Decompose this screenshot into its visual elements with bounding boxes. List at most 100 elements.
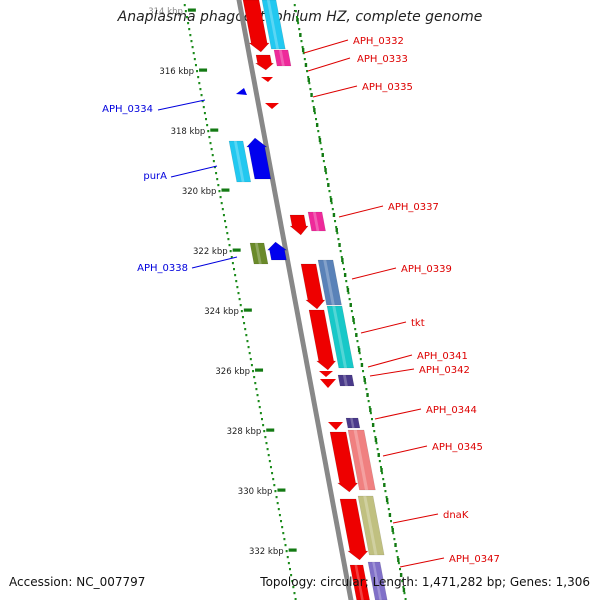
tick-dot: [224, 220, 227, 223]
APH_0344-product: [345, 417, 361, 429]
backbone-group: [236, 0, 354, 600]
tick-dot: [254, 382, 257, 385]
outer-dash: [296, 18, 299, 22]
tick-dot: [277, 508, 280, 511]
tick-dot: [404, 598, 407, 600]
tick-dot: [196, 70, 199, 73]
gene-dnaK-arrow: [339, 498, 369, 561]
tick-dot: [198, 82, 201, 85]
tick-dot: [229, 250, 232, 253]
tick-dot: [313, 112, 316, 115]
tick-dot: [190, 40, 193, 43]
tick-dot: [267, 454, 270, 457]
tick-dot: [318, 136, 321, 139]
tick-dot: [202, 106, 205, 109]
gene-label-reverse: APH_0345: [382, 442, 483, 457]
gene-APH_0344-arrow: [328, 422, 343, 430]
gene-label-text: APH_0347: [449, 554, 500, 565]
tick-dot: [351, 316, 354, 319]
gene-label-leader: [338, 205, 384, 218]
tick-dot: [381, 472, 384, 475]
gene-label-text: APH_0344: [426, 405, 477, 416]
APH_0342-product-shade: [342, 375, 348, 386]
inner-dot-ring: [183, 4, 297, 600]
kbp-tick-label: 324 kbp: [204, 307, 239, 317]
tick-dot: [241, 316, 244, 319]
tick-dot: [185, 16, 188, 19]
tick-dot: [275, 496, 278, 499]
outer-dash: [397, 558, 400, 562]
kbp-tick-mark: [255, 368, 264, 372]
feature-group: [228, 0, 388, 600]
gene-APH_0332-arrow: [242, 0, 270, 53]
tick-dot: [384, 490, 387, 493]
tick-dot: [262, 424, 265, 427]
tick-dot: [234, 274, 237, 277]
tick-dot: [283, 538, 286, 541]
tick-dot: [235, 280, 238, 283]
tick-dot: [216, 178, 219, 181]
gene-label-text: APH_0333: [357, 54, 408, 65]
tick-dot: [284, 544, 287, 547]
gene-tkt-arrow: [308, 309, 337, 371]
tick-dot: [306, 70, 309, 73]
kbp-tick-label: 328 kbp: [227, 427, 262, 437]
tick-dot: [337, 238, 340, 241]
tick-dot: [191, 46, 194, 49]
gene-APH_0339-arrow: [300, 263, 326, 310]
kbp-tick: 332 kbp: [249, 547, 297, 557]
outer-dash: [332, 213, 336, 217]
gene-label-forward: APH_0334: [102, 99, 206, 115]
tick-dot: [386, 502, 389, 505]
tick-dot: [199, 88, 202, 91]
tick-dot: [370, 418, 373, 421]
gene-label-leader: [399, 557, 445, 568]
tick-dot: [357, 346, 360, 349]
tick-dot: [362, 370, 365, 373]
tick-dot: [339, 250, 342, 253]
tick-dot: [291, 580, 294, 583]
tick-dot: [398, 568, 401, 571]
tick-dot: [402, 586, 405, 589]
tick-dot: [328, 190, 331, 193]
tick-dot: [396, 556, 399, 559]
tick-dot: [260, 418, 263, 421]
genes-label: Genes:: [509, 575, 552, 589]
APH_0345-product: [347, 429, 376, 491]
tick-dot-rings: [183, 4, 407, 600]
gene-label-text: APH_0341: [417, 351, 468, 362]
kbp-tick-label: 330 kbp: [238, 487, 273, 497]
tick-dot: [340, 256, 343, 259]
tick-dot: [280, 520, 283, 523]
kbp-tick-mark: [266, 428, 275, 432]
tick-dot: [363, 376, 366, 379]
tick-dot: [336, 232, 339, 235]
kbp-tick-label: 322 kbp: [193, 247, 228, 257]
outer-dash: [343, 273, 347, 277]
length-value: 1,471,282 bp;: [421, 575, 507, 589]
tick-dot: [212, 160, 215, 163]
tick-dot: [358, 352, 361, 355]
tick-dot: [200, 94, 203, 97]
tkt-product: [326, 305, 355, 369]
tick-dot: [369, 412, 372, 415]
tick-dot: [208, 136, 211, 139]
tick-dot: [302, 52, 305, 55]
gene-label-reverse: tkt: [360, 318, 425, 334]
tick-dot: [239, 304, 242, 307]
tick-dot: [266, 448, 269, 451]
tick-dot: [334, 220, 337, 223]
gene-label-text: APH_0335: [362, 82, 413, 93]
tick-dot: [309, 88, 312, 91]
outer-dash: [301, 48, 305, 52]
dnaK-product-shade: [363, 496, 378, 555]
tick-dot: [207, 130, 210, 133]
APH_0333-product-shade: [278, 50, 285, 66]
outer-dash: [369, 408, 372, 412]
kbp-tick-group: 314 kbp 316 kbp 318 kbp 320 kbp 322 kbp 324 k…: [148, 7, 297, 557]
tick-dot: [233, 268, 236, 271]
kbp-tick-label: 326 kbp: [215, 367, 250, 377]
gene-label-leader: [392, 513, 439, 524]
kbp-tick-mark: [210, 128, 219, 132]
